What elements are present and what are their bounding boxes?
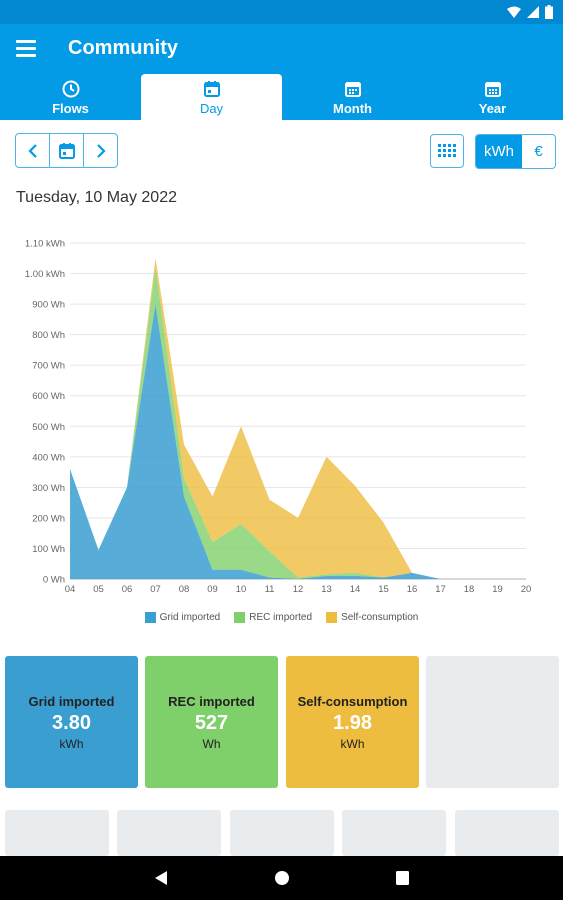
tab-month[interactable]: Month: [282, 74, 423, 120]
y-tick-label: 0 Wh: [43, 575, 65, 586]
clock-icon: [62, 80, 79, 98]
y-tick-label: 800 Wh: [32, 330, 65, 341]
menu-icon: [16, 40, 36, 43]
calendar-icon: [58, 142, 75, 159]
calendar-month-icon: [344, 82, 361, 97]
card-unit: Wh: [202, 737, 221, 751]
x-tick-label: 06: [122, 584, 133, 595]
card-title: Self-consumption: [297, 694, 408, 709]
x-tick-label: 18: [464, 584, 475, 595]
card-placeholder: [342, 810, 446, 856]
unit-toggle: kWh €: [475, 134, 556, 169]
legend-item-self[interactable]: Self-consumption: [326, 612, 418, 623]
x-tick-label: 12: [293, 584, 304, 595]
system-navigation-bar: [0, 856, 563, 900]
previous-day-button[interactable]: [16, 134, 49, 167]
legend-label: Grid imported: [159, 612, 221, 623]
tab-label: Day: [199, 101, 224, 116]
page-title: Community: [68, 37, 178, 59]
x-tick-label: 13: [321, 584, 332, 595]
legend-label: REC imported: [249, 612, 313, 623]
card-self-consumption[interactable]: Self-consumption 1.98 kWh: [286, 656, 419, 788]
menu-icon-line: [16, 54, 36, 57]
y-tick-label: 600 Wh: [32, 391, 65, 402]
legend-item-grid[interactable]: Grid imported: [144, 612, 221, 623]
card-placeholder: [455, 810, 559, 856]
grid-icon: [438, 144, 456, 157]
tab-flows[interactable]: Flows: [0, 74, 141, 120]
x-tick-label: 07: [150, 584, 161, 595]
chevron-right-icon: [96, 143, 106, 158]
y-tick-label: 300 Wh: [32, 483, 65, 494]
chevron-left-icon: [27, 143, 37, 158]
card-unit: kWh: [340, 737, 365, 751]
calendar-year-icon: [484, 82, 501, 97]
app-bar: Community: [0, 24, 563, 74]
area-grid-imported: [70, 304, 526, 579]
tab-label: Flows: [52, 101, 89, 116]
energy-chart: 0 Wh 100 Wh 200 Wh 300 Wh 400 Wh 500 Wh 600 Wh…: [25, 239, 532, 596]
legend-swatch: [234, 612, 246, 623]
x-tick-label: 05: [93, 584, 104, 595]
y-tick-label: 200 Wh: [32, 513, 65, 524]
tab-bar: Flows Day Month Year: [0, 74, 563, 120]
y-tick-label: 100 Wh: [32, 544, 65, 555]
legend-swatch: [326, 612, 338, 623]
x-tick-label: 10: [236, 584, 247, 595]
tab-label: Month: [333, 101, 372, 116]
battery-icon: [545, 5, 553, 19]
recents-icon[interactable]: [395, 870, 410, 886]
card-placeholder: [117, 810, 221, 856]
y-tick-label: 400 Wh: [32, 452, 65, 463]
grid-view-button[interactable]: [430, 134, 464, 168]
x-tick-label: 17: [435, 584, 446, 595]
menu-icon-line: [16, 47, 36, 50]
card-placeholder: [426, 656, 559, 788]
card-grid-imported[interactable]: Grid imported 3.80 kWh: [5, 656, 138, 788]
legend-swatch: [144, 612, 156, 623]
x-tick-label: 04: [65, 584, 76, 595]
legend-label: Self-consumption: [341, 612, 419, 623]
x-tick-label: 08: [179, 584, 190, 595]
card-placeholder: [5, 810, 109, 856]
card-unit: kWh: [59, 737, 84, 751]
unit-kwh-button[interactable]: kWh: [476, 135, 522, 168]
date-navigation: [15, 133, 118, 168]
date-label: Tuesday, 10 May 2022: [16, 189, 177, 206]
tab-label: Year: [478, 101, 507, 116]
y-tick-label: 700 Wh: [32, 361, 65, 372]
legend-item-rec[interactable]: REC imported: [234, 612, 312, 623]
y-tick-label: 900 Wh: [32, 300, 65, 311]
x-tick-label: 09: [207, 584, 218, 595]
chart-legend: Grid imported REC imported Self-consumpt…: [0, 612, 563, 623]
card-title: REC imported: [168, 694, 255, 709]
wifi-icon: [507, 6, 521, 18]
tab-year[interactable]: Year: [422, 74, 563, 120]
card-value: 3.80: [52, 712, 91, 734]
y-tick-label: 1.00 kWh: [25, 269, 65, 280]
calendar-icon: [203, 81, 220, 97]
tab-day[interactable]: Day: [141, 74, 282, 120]
y-tick-label: 500 Wh: [32, 422, 65, 433]
x-tick-label: 15: [378, 584, 389, 595]
x-tick-label: 16: [407, 584, 418, 595]
home-icon[interactable]: [274, 870, 290, 886]
card-value: 527: [194, 712, 229, 734]
unit-euro-button[interactable]: €: [534, 143, 543, 160]
y-tick-label: 1.10 kWh: [25, 239, 65, 250]
back-icon[interactable]: [154, 870, 168, 886]
card-placeholder: [230, 810, 334, 856]
signal-icon: [527, 6, 539, 18]
status-bar: [0, 0, 563, 24]
card-value: 1.98: [333, 712, 372, 734]
next-day-button[interactable]: [83, 134, 117, 167]
menu-button[interactable]: [16, 40, 38, 58]
x-tick-label: 20: [521, 584, 532, 595]
date-picker-button[interactable]: [49, 134, 83, 167]
card-rec-imported[interactable]: REC imported 527 Wh: [145, 656, 278, 788]
card-title: Grid imported: [28, 694, 115, 709]
x-tick-label: 11: [265, 584, 275, 595]
x-tick-label: 19: [492, 584, 503, 595]
x-tick-label: 14: [350, 584, 361, 595]
